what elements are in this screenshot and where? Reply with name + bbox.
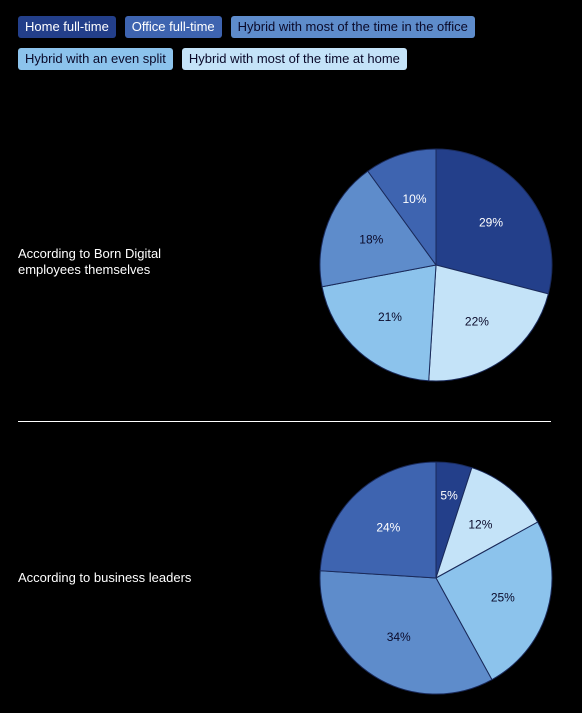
chart-2-title: According to business leaders (18, 570, 192, 585)
pie-slice-hybrid-with-most-of-the-time-in-the-office (319, 170, 437, 288)
legend-item-hybrid-mostly-home: Hybrid with most of the time at home (181, 48, 407, 70)
pie-slice-hybrid-with-most-of-the-time-at-home (435, 467, 539, 580)
pie-slice-home-full-time (435, 148, 553, 295)
legend-item-office-full-time: Office full-time (124, 16, 222, 38)
pie-slice-hybrid-with-most-of-the-time-at-home (428, 264, 549, 382)
pie-slice-office-full-time (319, 461, 437, 579)
slice-label-office-full-time: 24% (376, 520, 400, 534)
slice-label-hybrid-with-most-of-the-time-in-the-office: 34% (387, 630, 411, 644)
slice-label-home-full-time: 29% (479, 215, 503, 229)
slice-label-hybrid-with-most-of-the-time-at-home: 12% (468, 517, 492, 531)
legend-item-hybrid-even-split: Hybrid with an even split (18, 48, 173, 70)
pie-slice-hybrid-with-most-of-the-time-in-the-office (319, 570, 493, 695)
pie-chart-employees: 29% 22% 21% 18% 10% (319, 148, 553, 382)
legend-item-home-full-time: Home full-time (18, 16, 116, 38)
slice-label-office-full-time: 10% (402, 192, 426, 206)
slice-label-hybrid-with-most-of-the-time-at-home: 22% (465, 314, 489, 328)
legend-row-1: Home full-time Office full-time Hybrid w… (18, 16, 568, 38)
divider (18, 421, 551, 422)
pie-slice-hybrid-with-an-even-split (435, 521, 553, 681)
chart-1-title: According to Born Digital employees them… (18, 246, 162, 277)
legend-item-hybrid-mostly-office: Hybrid with most of the time in the offi… (230, 16, 475, 38)
slice-label-home-full-time: 5% (440, 489, 458, 503)
legend-row-2: Hybrid with an even split Hybrid with mo… (18, 48, 568, 70)
pie-slice-office-full-time (367, 148, 437, 267)
pie-slice-hybrid-with-an-even-split (321, 264, 437, 382)
pie-chart-business-leaders: 5% 12% 25% 34% 24% (319, 461, 553, 695)
slice-label-hybrid-with-an-even-split: 21% (378, 310, 402, 324)
slice-label-hybrid-with-most-of-the-time-in-the-office: 18% (359, 232, 383, 246)
slice-label-hybrid-with-an-even-split: 25% (491, 590, 515, 604)
legend: Home full-time Office full-time Hybrid w… (18, 16, 568, 80)
